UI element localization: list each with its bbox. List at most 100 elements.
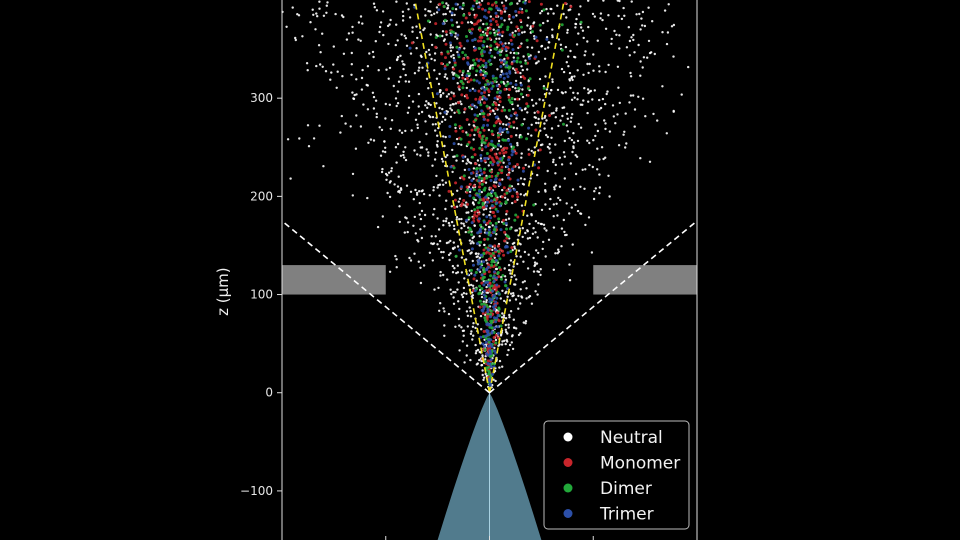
point-trimer [487,338,490,342]
point-dimer [471,155,475,159]
point-dimer [451,7,455,11]
point-neutral [468,306,471,309]
point-monomer [478,185,481,189]
point-dimer [485,136,489,140]
point-neutral [285,25,288,28]
point-neutral [481,98,484,101]
point-neutral [546,46,550,49]
point-trimer [486,322,490,326]
point-neutral [523,30,526,34]
point-trimer [492,316,496,320]
point-neutral [571,113,574,116]
point-neutral [482,213,485,216]
point-dimer [485,152,489,155]
point-neutral [442,250,445,254]
point-dimer [461,86,465,90]
point-neutral [438,90,442,94]
point-dimer [504,284,508,288]
point-neutral [515,327,518,330]
point-neutral [468,123,471,126]
point-neutral [351,91,354,94]
point-monomer [526,93,530,97]
point-neutral [576,139,580,143]
point-neutral [624,146,627,149]
point-neutral [478,256,482,259]
point-neutral [503,196,507,199]
point-monomer [467,11,471,15]
point-neutral [446,7,449,10]
point-neutral [565,112,569,116]
point-neutral [584,168,587,171]
point-dimer [482,302,486,306]
point-monomer [517,10,521,14]
point-neutral [492,109,495,113]
point-neutral [629,75,633,78]
point-neutral [535,121,538,125]
point-neutral [527,165,531,168]
point-neutral [590,251,594,254]
point-neutral [508,313,511,317]
point-trimer [482,50,486,54]
point-monomer [486,2,490,6]
point-trimer [492,308,496,311]
point-neutral [441,179,444,182]
point-neutral [406,111,410,115]
point-monomer [482,248,486,252]
point-neutral [404,37,408,40]
point-trimer [493,349,496,353]
point-neutral [502,314,506,317]
point-neutral [493,346,496,350]
point-neutral [604,127,607,131]
point-neutral [651,20,654,23]
point-neutral [554,252,557,255]
point-trimer [454,2,458,6]
point-neutral [454,126,457,130]
point-neutral [465,211,468,214]
point-neutral [575,43,579,46]
point-dimer [462,13,466,17]
point-neutral [460,326,463,329]
point-trimer [489,338,493,342]
point-monomer [444,42,448,46]
point-neutral [442,39,446,42]
point-neutral [434,129,437,132]
point-neutral [617,86,620,89]
point-neutral [386,24,390,28]
point-neutral [385,178,388,181]
point-neutral [539,222,543,226]
point-neutral [643,24,647,28]
point-neutral [568,71,572,75]
point-dimer [482,33,486,37]
point-monomer [479,39,483,43]
point-neutral [436,134,439,137]
point-neutral [306,69,309,72]
point-dimer [468,29,472,33]
point-neutral [571,188,575,191]
point-neutral [611,104,615,107]
point-trimer [502,76,506,80]
point-trimer [502,44,506,48]
point-neutral [415,25,418,28]
point-neutral [512,265,515,268]
outer-cone-left [281,220,491,394]
point-neutral [567,55,570,58]
point-monomer [465,76,469,80]
point-neutral [537,139,540,142]
point-neutral [522,260,525,263]
point-neutral [641,10,645,14]
point-neutral [567,9,570,12]
point-monomer [493,244,497,248]
point-neutral [315,12,318,15]
point-neutral [503,82,506,85]
point-neutral [413,72,417,75]
point-trimer [479,230,483,234]
point-neutral [523,280,526,283]
point-neutral [402,62,405,66]
point-neutral [480,190,483,194]
point-neutral [501,106,505,109]
point-monomer [496,311,500,315]
point-neutral [574,172,578,176]
point-monomer [516,70,520,74]
point-neutral [460,217,463,221]
point-neutral [433,288,436,291]
